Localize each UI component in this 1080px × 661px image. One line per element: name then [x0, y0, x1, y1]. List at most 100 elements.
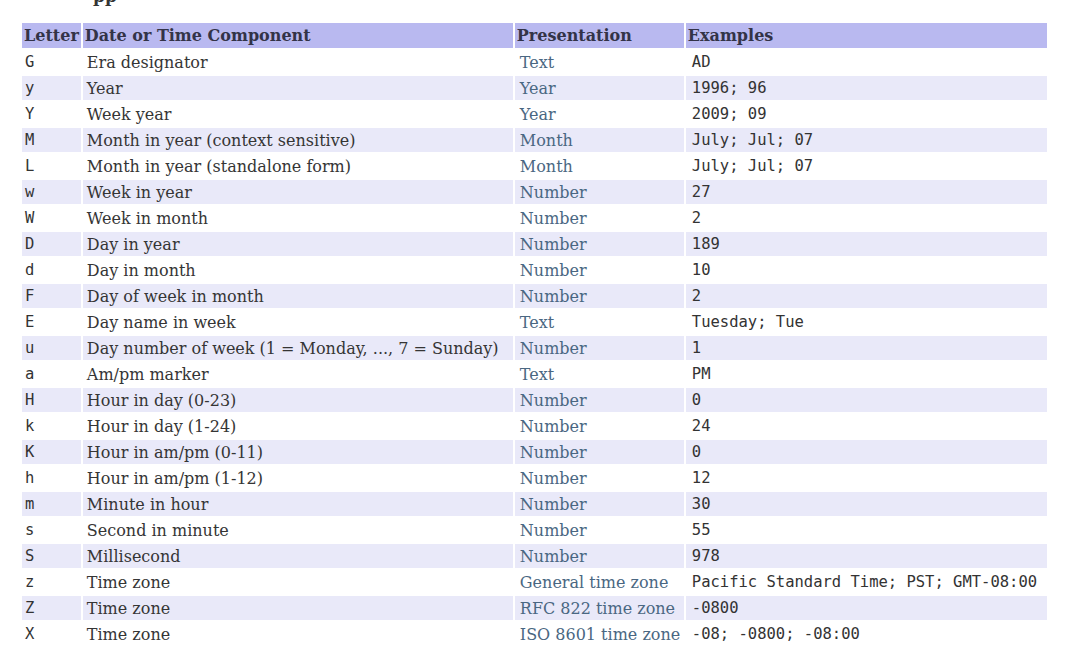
presentation-cell: Text: [515, 310, 684, 334]
presentation-link[interactable]: Number: [520, 495, 587, 514]
table-row: a Am/pm marker Text PM: [22, 362, 1047, 386]
examples-cell: -08; -0800; -08:00: [686, 622, 1047, 646]
table-row: L Month in year (standalone form) Month …: [22, 154, 1047, 178]
examples-cell: July; Jul; 07: [686, 128, 1047, 152]
examples-cell: 10: [686, 258, 1047, 282]
presentation-cell: General time zone: [515, 570, 684, 594]
pattern-letter-cell: S: [22, 544, 81, 568]
pattern-letter-cell: d: [22, 258, 81, 282]
presentation-link[interactable]: Text: [520, 365, 554, 384]
presentation-cell: Number: [515, 206, 684, 230]
presentation-link[interactable]: Number: [520, 287, 587, 306]
presentation-link[interactable]: Number: [520, 391, 587, 410]
presentation-link[interactable]: Number: [520, 547, 587, 566]
presentation-link[interactable]: General time zone: [520, 573, 669, 592]
pattern-letter-cell: k: [22, 414, 81, 438]
presentation-link[interactable]: Month: [520, 131, 573, 150]
presentation-cell: ISO 8601 time zone: [515, 622, 684, 646]
component-cell: Second in minute: [83, 518, 513, 542]
presentation-cell: Year: [515, 76, 684, 100]
table-row: K Hour in am/pm (0-11) Number 0: [22, 440, 1047, 464]
documentation-page: pp Letter Date or Time Component Present…: [0, 0, 1080, 661]
presentation-cell: Text: [515, 362, 684, 386]
pattern-letter-cell: a: [22, 362, 81, 386]
presentation-link[interactable]: ISO 8601 time zone: [520, 625, 680, 644]
presentation-cell: Number: [515, 414, 684, 438]
component-cell: Day number of week (1 = Monday, ..., 7 =…: [83, 336, 513, 360]
presentation-link[interactable]: Number: [520, 521, 587, 540]
pattern-letter-cell: D: [22, 232, 81, 256]
pattern-letter-cell: F: [22, 284, 81, 308]
table-row: S Millisecond Number 978: [22, 544, 1047, 568]
table-row: W Week in month Number 2: [22, 206, 1047, 230]
header-component: Date or Time Component: [83, 23, 513, 48]
presentation-link[interactable]: RFC 822 time zone: [520, 599, 675, 618]
presentation-cell: Number: [515, 232, 684, 256]
presentation-link[interactable]: Number: [520, 417, 587, 436]
examples-cell: 0: [686, 388, 1047, 412]
presentation-cell: Number: [515, 284, 684, 308]
pattern-letter-cell: z: [22, 570, 81, 594]
component-cell: Week in month: [83, 206, 513, 230]
table-row: m Minute in hour Number 30: [22, 492, 1047, 516]
presentation-cell: RFC 822 time zone: [515, 596, 684, 620]
pattern-letter-cell: G: [22, 50, 81, 74]
pattern-letter-cell: W: [22, 206, 81, 230]
presentation-cell: Number: [515, 336, 684, 360]
presentation-link[interactable]: Year: [520, 79, 556, 98]
presentation-cell: Number: [515, 180, 684, 204]
examples-cell: 1996; 96: [686, 76, 1047, 100]
presentation-cell: Month: [515, 128, 684, 152]
table-row: d Day in month Number 10: [22, 258, 1047, 282]
examples-cell: 2: [686, 284, 1047, 308]
table-row: M Month in year (context sensitive) Mont…: [22, 128, 1047, 152]
table-row: s Second in minute Number 55: [22, 518, 1047, 542]
examples-cell: 189: [686, 232, 1047, 256]
examples-cell: 2: [686, 206, 1047, 230]
presentation-link[interactable]: Number: [520, 183, 587, 202]
component-cell: Hour in day (1-24): [83, 414, 513, 438]
component-cell: Millisecond: [83, 544, 513, 568]
presentation-link[interactable]: Number: [520, 261, 587, 280]
presentation-link[interactable]: Number: [520, 235, 587, 254]
examples-cell: Pacific Standard Time; PST; GMT-08:00: [686, 570, 1047, 594]
pattern-letter-cell: K: [22, 440, 81, 464]
component-cell: Day in year: [83, 232, 513, 256]
examples-cell: 55: [686, 518, 1047, 542]
presentation-cell: Number: [515, 466, 684, 490]
header-examples: Examples: [686, 23, 1047, 48]
component-cell: Era designator: [83, 50, 513, 74]
examples-cell: 0: [686, 440, 1047, 464]
table-row: u Day number of week (1 = Monday, ..., 7…: [22, 336, 1047, 360]
presentation-link[interactable]: Number: [520, 469, 587, 488]
presentation-link[interactable]: Number: [520, 443, 587, 462]
date-time-pattern-table: Letter Date or Time Component Presentati…: [20, 21, 1049, 648]
table-row: Z Time zone RFC 822 time zone -0800: [22, 596, 1047, 620]
table-row: X Time zone ISO 8601 time zone -08; -080…: [22, 622, 1047, 646]
presentation-link[interactable]: Number: [520, 209, 587, 228]
presentation-cell: Number: [515, 258, 684, 282]
presentation-link[interactable]: Number: [520, 339, 587, 358]
component-cell: Hour in am/pm (1-12): [83, 466, 513, 490]
table-row: H Hour in day (0-23) Number 0: [22, 388, 1047, 412]
examples-cell: 30: [686, 492, 1047, 516]
presentation-cell: Month: [515, 154, 684, 178]
clipped-heading-fragment: pp: [93, 0, 117, 6]
pattern-letter-cell: w: [22, 180, 81, 204]
examples-cell: 27: [686, 180, 1047, 204]
examples-cell: AD: [686, 50, 1047, 74]
presentation-link[interactable]: Text: [520, 313, 554, 332]
pattern-letter-cell: E: [22, 310, 81, 334]
presentation-link[interactable]: Month: [520, 157, 573, 176]
component-cell: Hour in am/pm (0-11): [83, 440, 513, 464]
table-header-row: Letter Date or Time Component Presentati…: [22, 23, 1047, 48]
pattern-letter-cell: h: [22, 466, 81, 490]
presentation-link[interactable]: Text: [520, 53, 554, 72]
pattern-letter-cell: u: [22, 336, 81, 360]
component-cell: Week in year: [83, 180, 513, 204]
component-cell: Hour in day (0-23): [83, 388, 513, 412]
component-cell: Week year: [83, 102, 513, 126]
presentation-link[interactable]: Year: [520, 105, 556, 124]
examples-cell: 2009; 09: [686, 102, 1047, 126]
examples-cell: 1: [686, 336, 1047, 360]
